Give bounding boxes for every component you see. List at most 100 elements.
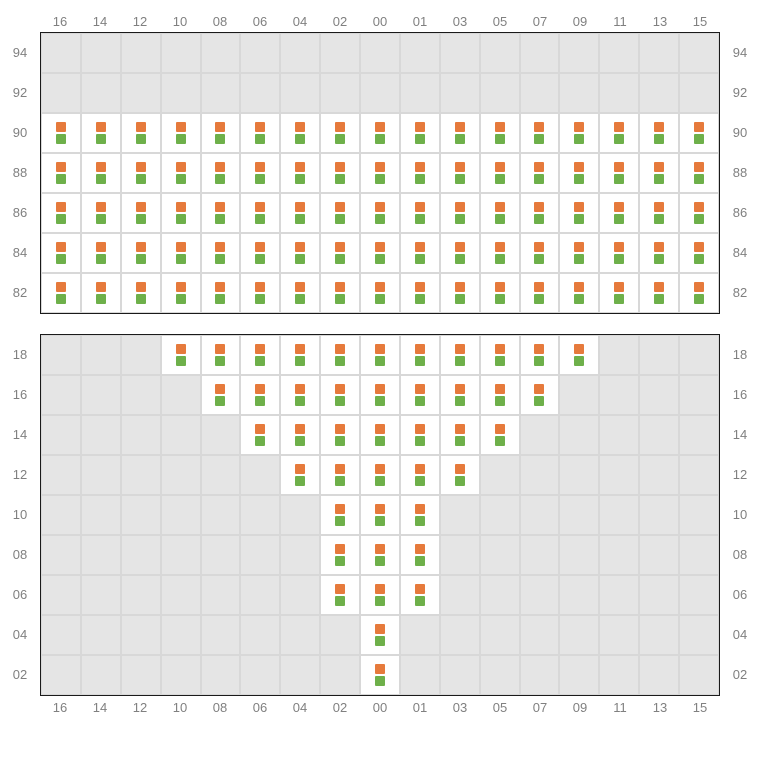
seat-cell[interactable] <box>280 455 320 495</box>
seat-cell[interactable] <box>559 193 599 233</box>
seat-cell[interactable] <box>320 233 360 273</box>
seat-cell[interactable] <box>480 273 520 313</box>
seat-cell[interactable] <box>440 455 480 495</box>
seat-cell[interactable] <box>240 273 280 313</box>
seat-cell[interactable] <box>639 113 679 153</box>
seat-cell[interactable] <box>360 415 400 455</box>
seat-cell[interactable] <box>161 113 201 153</box>
seat-cell[interactable] <box>520 335 560 375</box>
seat-cell[interactable] <box>639 233 679 273</box>
seat-cell[interactable] <box>320 273 360 313</box>
seat-cell[interactable] <box>480 415 520 455</box>
seat-cell[interactable] <box>480 335 520 375</box>
seat-cell[interactable] <box>559 233 599 273</box>
seat-cell[interactable] <box>320 575 360 615</box>
seat-cell[interactable] <box>639 273 679 313</box>
seat-cell[interactable] <box>520 233 560 273</box>
seat-cell[interactable] <box>400 153 440 193</box>
seat-cell[interactable] <box>320 153 360 193</box>
seat-cell[interactable] <box>121 233 161 273</box>
seat-cell[interactable] <box>480 153 520 193</box>
seat-cell[interactable] <box>161 233 201 273</box>
seat-cell[interactable] <box>161 193 201 233</box>
seat-cell[interactable] <box>360 655 400 695</box>
seat-cell[interactable] <box>41 153 81 193</box>
seat-cell[interactable] <box>320 375 360 415</box>
seat-cell[interactable] <box>320 193 360 233</box>
seat-cell[interactable] <box>679 233 719 273</box>
seat-cell[interactable] <box>280 415 320 455</box>
seat-cell[interactable] <box>240 153 280 193</box>
seat-cell[interactable] <box>280 153 320 193</box>
seat-cell[interactable] <box>400 535 440 575</box>
seat-cell[interactable] <box>480 113 520 153</box>
seat-cell[interactable] <box>559 153 599 193</box>
seat-cell[interactable] <box>161 335 201 375</box>
seat-cell[interactable] <box>440 273 480 313</box>
seat-cell[interactable] <box>360 575 400 615</box>
seat-cell[interactable] <box>201 335 241 375</box>
seat-cell[interactable] <box>440 415 480 455</box>
seat-cell[interactable] <box>400 193 440 233</box>
seat-cell[interactable] <box>240 193 280 233</box>
seat-cell[interactable] <box>280 335 320 375</box>
seat-cell[interactable] <box>320 535 360 575</box>
seat-cell[interactable] <box>240 375 280 415</box>
seat-cell[interactable] <box>280 113 320 153</box>
seat-cell[interactable] <box>81 273 121 313</box>
seat-cell[interactable] <box>121 193 161 233</box>
seat-cell[interactable] <box>559 113 599 153</box>
seat-cell[interactable] <box>360 113 400 153</box>
seat-cell[interactable] <box>41 193 81 233</box>
seat-cell[interactable] <box>201 153 241 193</box>
seat-cell[interactable] <box>679 193 719 233</box>
seat-cell[interactable] <box>201 233 241 273</box>
seat-cell[interactable] <box>599 113 639 153</box>
seat-cell[interactable] <box>360 535 400 575</box>
seat-cell[interactable] <box>599 233 639 273</box>
seat-cell[interactable] <box>639 153 679 193</box>
seat-cell[interactable] <box>360 455 400 495</box>
seat-cell[interactable] <box>440 375 480 415</box>
seat-cell[interactable] <box>320 495 360 535</box>
seat-cell[interactable] <box>360 375 400 415</box>
seat-cell[interactable] <box>280 233 320 273</box>
seat-cell[interactable] <box>240 113 280 153</box>
seat-cell[interactable] <box>679 273 719 313</box>
seat-cell[interactable] <box>679 153 719 193</box>
seat-cell[interactable] <box>400 495 440 535</box>
seat-cell[interactable] <box>280 375 320 415</box>
seat-cell[interactable] <box>440 233 480 273</box>
seat-cell[interactable] <box>81 113 121 153</box>
seat-cell[interactable] <box>81 193 121 233</box>
seat-cell[interactable] <box>320 415 360 455</box>
seat-cell[interactable] <box>400 455 440 495</box>
seat-cell[interactable] <box>41 233 81 273</box>
seat-cell[interactable] <box>480 193 520 233</box>
seat-cell[interactable] <box>400 335 440 375</box>
seat-cell[interactable] <box>559 335 599 375</box>
seat-cell[interactable] <box>161 153 201 193</box>
seat-cell[interactable] <box>639 193 679 233</box>
seat-cell[interactable] <box>201 375 241 415</box>
seat-cell[interactable] <box>400 415 440 455</box>
seat-cell[interactable] <box>41 113 81 153</box>
seat-cell[interactable] <box>400 575 440 615</box>
seat-cell[interactable] <box>121 113 161 153</box>
seat-cell[interactable] <box>320 455 360 495</box>
seat-cell[interactable] <box>400 233 440 273</box>
seat-cell[interactable] <box>520 113 560 153</box>
seat-cell[interactable] <box>121 153 161 193</box>
seat-cell[interactable] <box>400 273 440 313</box>
seat-cell[interactable] <box>360 153 400 193</box>
seat-cell[interactable] <box>360 335 400 375</box>
seat-cell[interactable] <box>240 415 280 455</box>
seat-cell[interactable] <box>41 273 81 313</box>
seat-cell[interactable] <box>599 193 639 233</box>
seat-cell[interactable] <box>440 153 480 193</box>
seat-cell[interactable] <box>121 273 161 313</box>
seat-cell[interactable] <box>520 193 560 233</box>
seat-cell[interactable] <box>320 113 360 153</box>
seat-cell[interactable] <box>400 113 440 153</box>
seat-cell[interactable] <box>360 233 400 273</box>
